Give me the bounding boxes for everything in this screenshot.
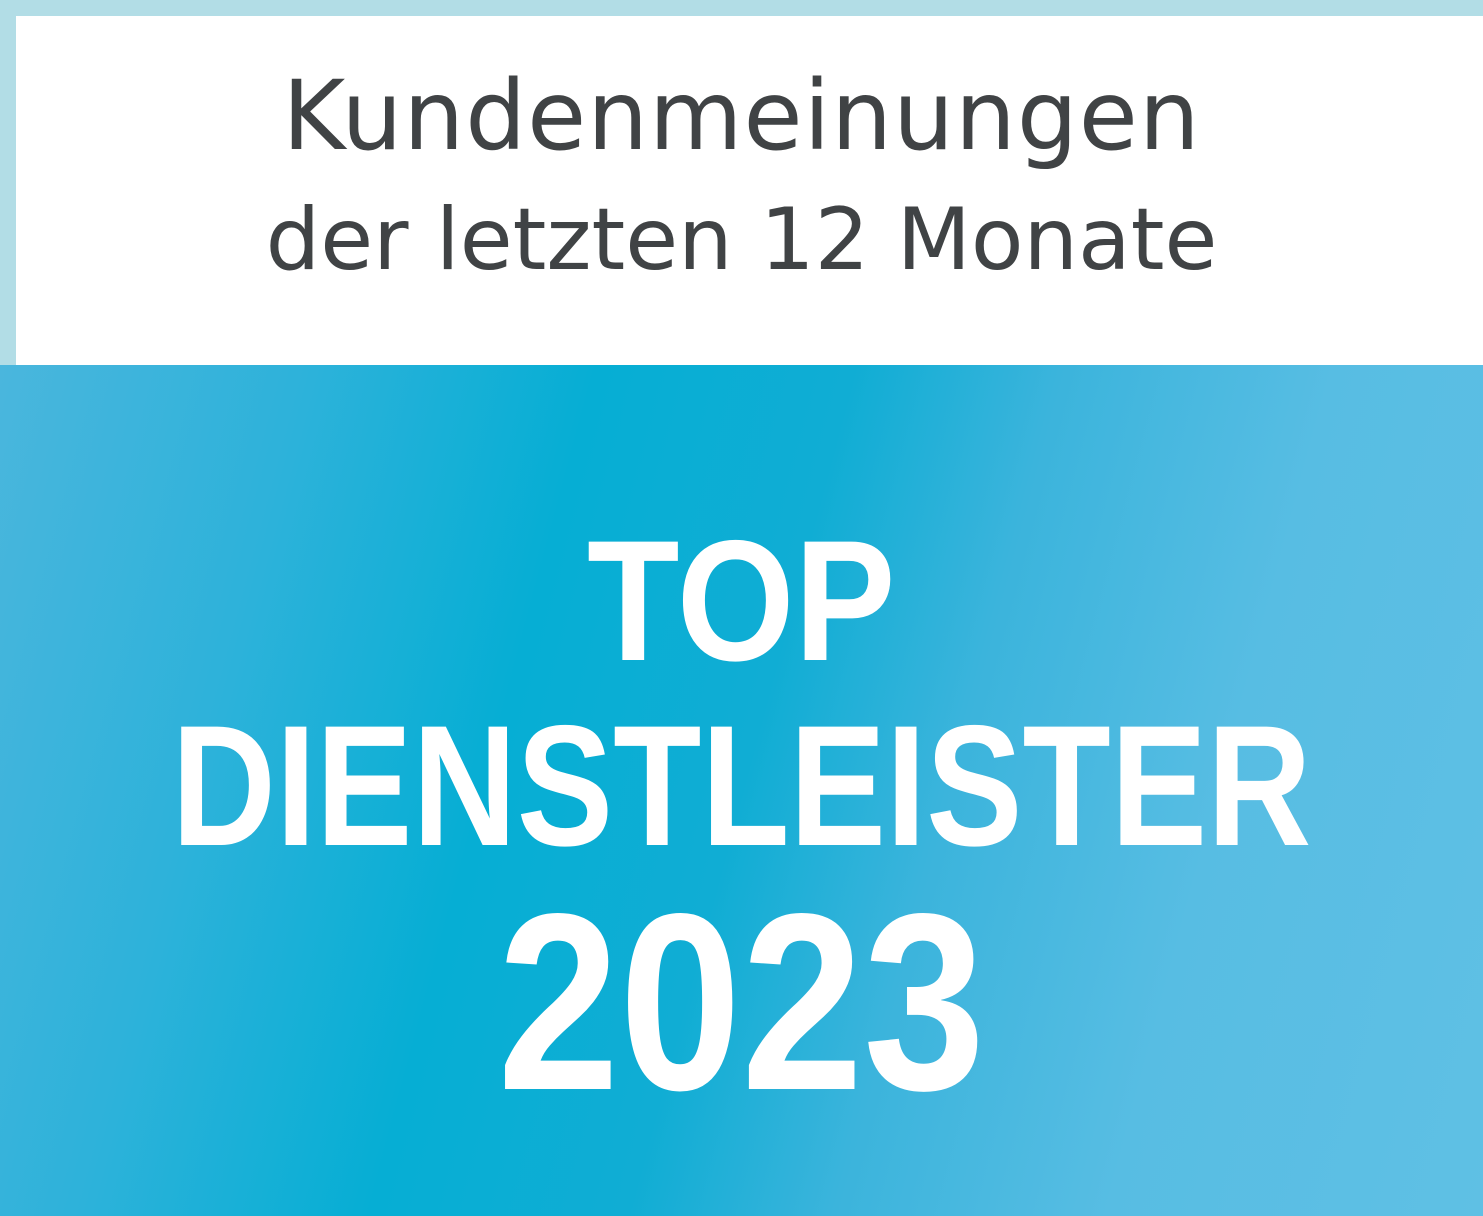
badge-panel: TOP DIENSTLEISTER 2023 — [0, 365, 1483, 1216]
header-title: Kundenmeinungen — [282, 60, 1201, 172]
header-subtitle: der letzten 12 Monate — [265, 190, 1218, 290]
badge-top: TOP — [0, 515, 1483, 687]
badge-dienstleister: DIENSTLEISTER — [0, 700, 1483, 872]
badge-year: 2023 — [0, 877, 1483, 1129]
badge-top-text: TOP — [587, 505, 896, 697]
header-panel — [16, 16, 1483, 365]
badge-year-text: 2023 — [497, 862, 986, 1143]
badge-dienstleister-text: DIENSTLEISTER — [171, 690, 1312, 882]
